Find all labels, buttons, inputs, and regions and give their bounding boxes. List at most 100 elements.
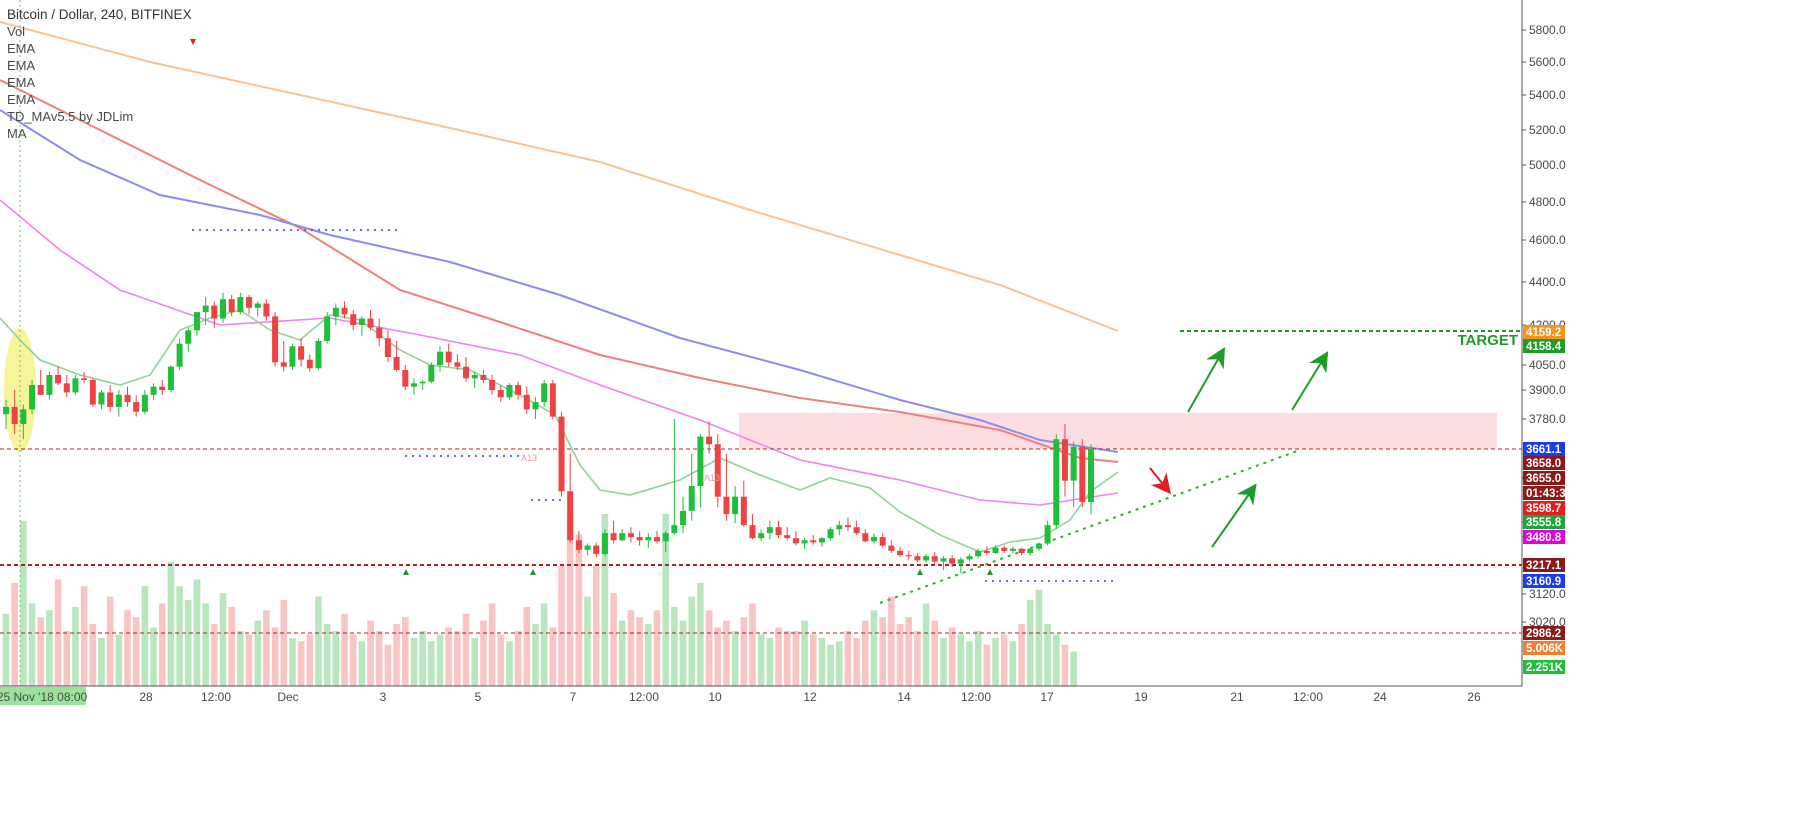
- x-tick-label: 7: [570, 690, 577, 704]
- volume-bar: [115, 634, 123, 686]
- y-tick-label: 5400.0: [1529, 88, 1566, 102]
- volume-bar: [662, 514, 669, 686]
- ema-line-red: [0, 79, 1119, 463]
- volume-bar: [514, 630, 522, 686]
- volume-bar: [245, 634, 253, 686]
- candle: [445, 343, 452, 367]
- volume-bar: [835, 641, 843, 686]
- candle: [593, 542, 600, 558]
- candle: [489, 375, 496, 395]
- candle: [428, 362, 435, 384]
- candle: [497, 385, 504, 403]
- candle: [167, 365, 174, 393]
- svg-text:5.006K: 5.006K: [1526, 643, 1564, 655]
- volume-bar: [592, 565, 600, 686]
- volume-bar: [775, 627, 782, 686]
- y-tick-label: 4800.0: [1529, 195, 1566, 209]
- volume-bar: [1000, 634, 1008, 686]
- chart-legend: Bitcoin / Dollar, 240, BITFINEX Vol EMA …: [7, 6, 192, 142]
- volume-bar: [306, 634, 314, 686]
- candle: [46, 371, 53, 400]
- volume-bar: [723, 620, 730, 686]
- price-tag: 3598.7: [1523, 501, 1565, 515]
- x-tick-label: 21: [1230, 690, 1244, 704]
- price-tag: 4159.2: [1523, 325, 1565, 339]
- volume-bar: [584, 596, 591, 686]
- volume-bar: [375, 630, 383, 686]
- candle: [871, 533, 877, 544]
- candle: [541, 380, 548, 407]
- x-tick-label: 14: [897, 690, 911, 704]
- price-tag: 3555.8: [1523, 515, 1565, 529]
- candle: [332, 303, 339, 325]
- candle: [654, 531, 660, 544]
- candle: [662, 531, 669, 552]
- candle: [714, 434, 721, 508]
- candle: [81, 371, 88, 384]
- x-tick-label: 19: [1134, 690, 1148, 704]
- volume-bar: [488, 603, 496, 686]
- volume-bar: [46, 610, 53, 686]
- y-tick-label: 3780.0: [1529, 412, 1566, 426]
- candle: [844, 517, 851, 532]
- volume-bar: [618, 620, 626, 686]
- volume-bar: [1070, 651, 1077, 686]
- volume-bar: [757, 634, 765, 686]
- y-tick-label: 4050.0: [1529, 358, 1566, 372]
- candle: [740, 480, 747, 528]
- volume-bar: [766, 637, 774, 686]
- volume-bar: [974, 630, 982, 686]
- volume-bar: [98, 637, 105, 686]
- price-tag: 01:43:37: [1523, 486, 1572, 500]
- volume-bar: [237, 630, 244, 686]
- candle: [376, 318, 383, 347]
- volume-bar: [332, 630, 340, 686]
- volume-bar: [176, 586, 183, 686]
- volume-bar: [471, 637, 479, 686]
- volume-bar: [436, 634, 444, 686]
- volume-bar: [480, 620, 487, 686]
- candle: [367, 309, 374, 331]
- candle: [141, 390, 148, 415]
- volume-bar: [896, 624, 904, 686]
- volume-bar: [653, 610, 661, 686]
- annotations: TARGET A13 A13: [190, 39, 1518, 575]
- volume-bar: [523, 606, 531, 686]
- candle: [306, 354, 313, 372]
- volume-bar: [384, 644, 392, 686]
- candle: [176, 338, 183, 370]
- candle: [1027, 547, 1034, 556]
- volume-bar: [740, 617, 748, 686]
- candle: [410, 378, 417, 395]
- volume-bar: [37, 617, 45, 686]
- candle: [506, 383, 513, 400]
- candle: [254, 301, 261, 317]
- volume-bar: [11, 582, 18, 686]
- candle: [202, 297, 209, 325]
- volume-bar: [428, 641, 435, 686]
- x-tick-label: 3: [380, 690, 387, 704]
- candle: [888, 540, 895, 554]
- candle: [1061, 424, 1068, 497]
- candle: [966, 554, 973, 562]
- volume-bar: [827, 644, 834, 686]
- candle: [575, 531, 582, 554]
- indicator-ema-4: EMA: [7, 92, 36, 107]
- volume-bar: [575, 534, 583, 686]
- volume-bar: [992, 637, 999, 686]
- candle: [228, 294, 235, 317]
- svg-text:3661.1: 3661.1: [1526, 444, 1562, 456]
- y-tick-label: 5200.0: [1529, 123, 1566, 137]
- y-tick-label: 3120.0: [1529, 587, 1566, 601]
- candle: [98, 390, 105, 410]
- candle: [1018, 547, 1025, 556]
- candle: [341, 301, 348, 319]
- y-tick-label: 4600.0: [1529, 233, 1566, 247]
- volume-bar: [558, 565, 565, 686]
- candle: [1035, 542, 1042, 551]
- candle: [567, 453, 574, 543]
- volume-bar: [1035, 589, 1043, 686]
- volume-bar: [158, 603, 166, 686]
- candle: [20, 404, 27, 440]
